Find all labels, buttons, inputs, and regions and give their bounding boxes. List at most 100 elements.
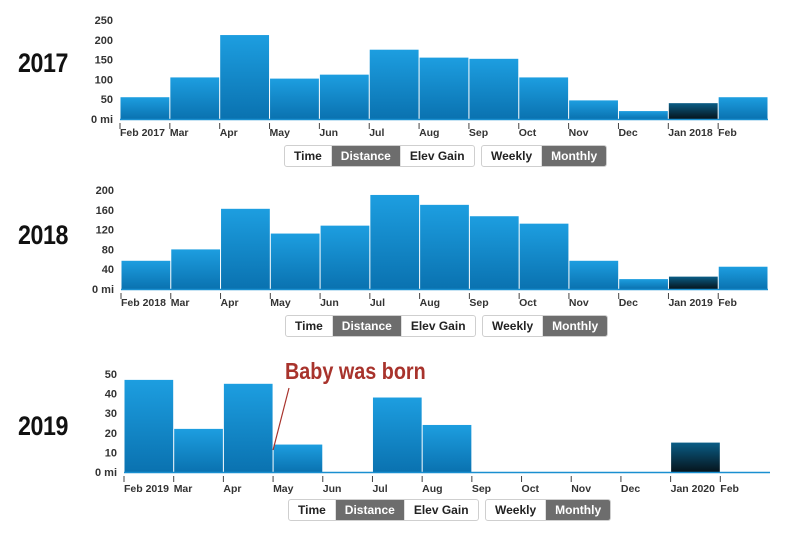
annotation-pointer [272,387,290,451]
weekly-button[interactable]: Weekly [486,500,547,520]
y-tick-label: 20 [105,428,117,440]
elev-gain-button[interactable]: Elev Gain [409,149,465,163]
bar-apr[interactable] [221,208,270,289]
bar-feb-2018[interactable] [121,260,171,289]
period-toggle: Weekly Monthly [485,499,612,521]
x-tick-label: Nov [569,297,589,309]
x-tick-label: Jan 2020 [671,483,716,495]
bar-apr[interactable] [223,383,273,472]
bar-jul[interactable] [372,397,422,472]
bar-dec[interactable] [618,111,668,119]
x-tick-label: Feb [720,483,739,495]
bar-aug[interactable] [420,204,469,289]
x-tick-label: Jun [320,297,339,309]
x-tick-label: May [270,127,291,139]
annotation-label: Baby was born [285,358,426,384]
x-tick-label: Dec [621,483,640,495]
bar-mar[interactable] [171,249,221,289]
x-tick-label: Sep [472,483,491,495]
y-tick-label: 120 [96,225,114,237]
period-toggle: Weekly Monthly [482,315,609,337]
bar-jan-2020[interactable] [671,442,720,472]
x-tick-label: Sep [469,297,488,309]
metric-toggle: Time Distance Elev Gain [285,315,476,337]
bar-jan-2019[interactable] [668,276,718,289]
x-tick-label: Mar [171,297,190,309]
y-tick-label: 200 [96,185,114,197]
monthly-button[interactable]: Monthly [546,500,611,520]
x-tick-label: Jun [319,127,338,139]
bar-aug[interactable] [422,424,472,472]
y-tick-label: 30 [105,408,117,420]
y-tick-label: 80 [102,244,114,256]
x-tick-label: Jul [369,127,384,139]
y-tick-label: 200 [95,35,113,47]
bar-feb[interactable] [718,97,768,119]
bar-oct[interactable] [519,223,569,289]
bar-jun[interactable] [319,74,369,119]
x-tick-label: Dec [619,297,638,309]
x-tick-label: Feb 2017 [120,127,165,139]
bar-jan-2018[interactable] [668,103,718,119]
bar-jun[interactable] [320,225,370,289]
x-tick-label: Feb 2019 [124,483,169,495]
x-tick-label: Jun [323,483,342,495]
bar-may[interactable] [273,444,323,472]
monthly-button[interactable]: Monthly [542,146,607,166]
bar-mar[interactable] [170,77,220,119]
bar-jul[interactable] [370,194,420,289]
time-button[interactable]: Time [286,316,333,336]
metric-toggle: Time Distance Elev Gain [288,499,479,521]
x-tick-label: Dec [618,127,637,139]
elev-gain-button[interactable]: Elev Gain [410,319,466,333]
x-tick-label: Apr [223,483,241,495]
y-tick-label: 10 [105,447,117,459]
bar-sep[interactable] [469,216,519,289]
bar-feb[interactable] [718,266,768,289]
x-tick-label: Jul [372,483,387,495]
y-tick-label: 40 [102,264,114,276]
y-tick-label: 100 [95,74,113,86]
bar-feb-2017[interactable] [120,97,170,119]
x-tick-label: Aug [419,127,439,139]
bar-jul[interactable] [369,49,419,120]
time-button[interactable]: Time [285,146,332,166]
bar-nov[interactable] [569,260,619,289]
distance-button[interactable]: Distance [335,500,405,520]
y-tick-label: 0 mi [91,114,113,126]
time-button[interactable]: Time [289,500,336,520]
period-toggle: Weekly Monthly [481,145,608,167]
y-tick-label: 250 [95,15,113,27]
bar-mar[interactable] [174,428,223,472]
bar-may[interactable] [270,233,320,289]
elev-gain-button[interactable]: Elev Gain [413,503,469,517]
distance-button[interactable]: Distance [331,146,401,166]
bar-aug[interactable] [419,57,469,119]
weekly-button[interactable]: Weekly [482,146,543,166]
x-tick-label: Aug [420,297,440,309]
x-tick-label: Jan 2018 [668,127,713,139]
year-label: 2018 [18,220,68,250]
bar-apr[interactable] [220,35,270,119]
x-tick-label: Mar [174,483,193,495]
distance-button[interactable]: Distance [332,316,402,336]
x-tick-label: Feb [718,127,737,139]
x-tick-label: Oct [519,127,537,139]
bar-feb-2019[interactable] [124,379,174,472]
x-tick-label: Nov [571,483,591,495]
bar-may[interactable] [270,78,319,119]
bar-nov[interactable] [569,100,618,119]
bar-sep[interactable] [469,58,519,119]
bar-oct[interactable] [519,77,569,119]
weekly-button[interactable]: Weekly [483,316,544,336]
x-tick-label: Aug [422,483,442,495]
y-tick-label: 0 mi [95,467,117,479]
monthly-button[interactable]: Monthly [543,316,608,336]
x-tick-label: Apr [221,297,239,309]
bar-dec[interactable] [619,279,668,289]
y-tick-label: 150 [95,55,113,67]
year-label: 2019 [18,411,68,441]
